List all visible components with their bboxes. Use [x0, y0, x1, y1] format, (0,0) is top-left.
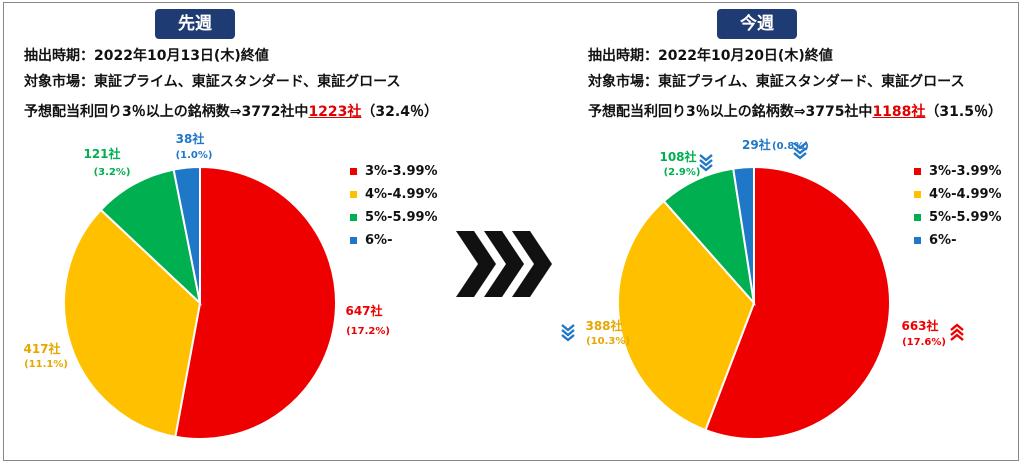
legend-swatch [350, 191, 357, 198]
trend-down-icon [793, 142, 807, 160]
chevron-stroke [699, 164, 713, 172]
legend-label: 6%- [365, 233, 393, 248]
slice-label: 121社 [83, 146, 120, 161]
chevron-stroke [561, 324, 575, 332]
pie-slice [704, 165, 891, 440]
panel-this-week: 今週 抽出時期：2022年10月20日(木)終値 対象市場：東証プライム、東証ス… [561, 3, 1020, 462]
stock-count-prefix: 予想配当利回り3％以上の銘柄数⇒3772社中 [24, 104, 309, 120]
slice-percent-label: (1.0%) [176, 150, 213, 161]
pie-slice [617, 199, 756, 432]
legend-item: 3%-3.99% [914, 160, 1002, 183]
slice-percent-label: (11.1%) [24, 359, 68, 370]
legend-item: 6%- [914, 229, 1002, 252]
slice-percent-label: (0.8%) [772, 141, 809, 152]
target-market: 対象市場：東証プライム、東証スタンダード、東証グロース [588, 74, 965, 90]
legend-swatch [914, 237, 921, 244]
slice-percent-label: (2.9%) [664, 167, 701, 178]
legend-label: 3%-3.99% [365, 164, 438, 179]
legend-label: 6%- [929, 233, 957, 248]
slice-label: 647社 [345, 303, 382, 318]
slice-label: 663社 [901, 318, 938, 333]
slice-percent-label: (10.3%) [586, 336, 630, 347]
legend-this-week: 3%-3.99% 4%-4.99% 5%-5.99% 6%- [914, 160, 1002, 252]
legend-item: 4%-4.99% [350, 183, 438, 206]
panel-last-week: 先週 抽出時期：2022年10月13日(木)終値 対象市場：東証プライム、東証ス… [4, 3, 474, 462]
chart-frame: 先週 抽出時期：2022年10月13日(木)終値 対象市場：東証プライム、東証ス… [3, 2, 1019, 461]
pie-chart-last-week: 647社 (17.2%) 417社 (11.1%) 121社 (3.2%) 38社 (1.0%… [23, 131, 390, 440]
chevron-stroke [793, 152, 807, 160]
chevron-stroke [561, 329, 575, 337]
slice-label: 108社 [659, 149, 696, 164]
legend-label: 5%-5.99% [929, 210, 1002, 225]
chevron-arrows-icon [456, 231, 552, 297]
extraction-date: 抽出時期：2022年10月20日(木)終値 [588, 48, 833, 64]
pie-slice [99, 168, 202, 306]
stock-count-line: 予想配当利回り3％以上の銘柄数⇒3772社中1223社（32.4％） [24, 101, 438, 121]
extraction-date: 抽出時期：2022年10月13日(木)終値 [24, 48, 269, 64]
chevron-stroke [699, 159, 713, 167]
pie-slice [63, 208, 202, 438]
trend-down-icon [561, 324, 575, 342]
legend-item: 6%- [350, 229, 438, 252]
legend-label: 4%-4.99% [365, 187, 438, 202]
legend-last-week: 3%-3.99% 4%-4.99% 5%-5.99% 6%- [350, 160, 438, 252]
this-week-badge: 今週 [717, 9, 797, 39]
trend-down-icon [699, 154, 713, 172]
stock-count-suffix: （32.4％） [361, 104, 438, 120]
chevron-stroke [699, 154, 713, 162]
slice-label: 388社 [585, 318, 622, 333]
slice-percent-label: (17.2%) [346, 326, 390, 337]
legend-item: 5%-5.99% [350, 206, 438, 229]
legend-label: 5%-5.99% [365, 210, 438, 225]
legend-label: 4%-4.99% [929, 187, 1002, 202]
legend-item: 5%-5.99% [914, 206, 1002, 229]
legend-swatch [350, 237, 357, 244]
chevron-stroke [950, 328, 964, 336]
chevron-stroke [950, 333, 964, 341]
chevron-stroke [793, 142, 807, 150]
legend-swatch [350, 168, 357, 175]
slice-percent-label: (3.2%) [94, 167, 131, 178]
slice-percent-label: (17.6%) [902, 337, 946, 348]
pie-slice [174, 165, 337, 440]
legend-swatch [914, 168, 921, 175]
pie-slice [732, 165, 755, 304]
legend-label: 3%-3.99% [929, 164, 1002, 179]
slice-label: 417社 [23, 341, 60, 356]
target-market: 対象市場：東証プライム、東証スタンダード、東証グロース [24, 74, 401, 90]
slice-label: 29社 [742, 137, 771, 152]
pie-slice [172, 165, 201, 304]
chevron-stroke [561, 334, 575, 342]
stock-count-prefix: 予想配当利回り3％以上の銘柄数⇒3775社中 [588, 104, 873, 120]
trend-up-icon [950, 323, 964, 341]
legend-swatch [914, 214, 921, 221]
legend-item: 3%-3.99% [350, 160, 438, 183]
legend-swatch [350, 214, 357, 221]
last-week-badge: 先週 [155, 9, 235, 39]
legend-swatch [914, 191, 921, 198]
chevron-stroke [793, 147, 807, 155]
chevron-stroke [950, 323, 964, 331]
stock-count-line: 予想配当利回り3％以上の銘柄数⇒3775社中1188社（31.5％） [588, 101, 1002, 121]
stock-count-suffix: （31.5％） [925, 104, 1002, 120]
slice-label: 38社 [176, 131, 205, 146]
stock-count-highlight: 1188社 [872, 104, 926, 120]
stock-count-highlight: 1223社 [308, 104, 362, 120]
legend-item: 4%-4.99% [914, 183, 1002, 206]
pie-chart-this-week: 663社 (17.6%) 388社 (10.3%) 108社 (2.9%) 29社 (0.8%… [561, 137, 964, 440]
